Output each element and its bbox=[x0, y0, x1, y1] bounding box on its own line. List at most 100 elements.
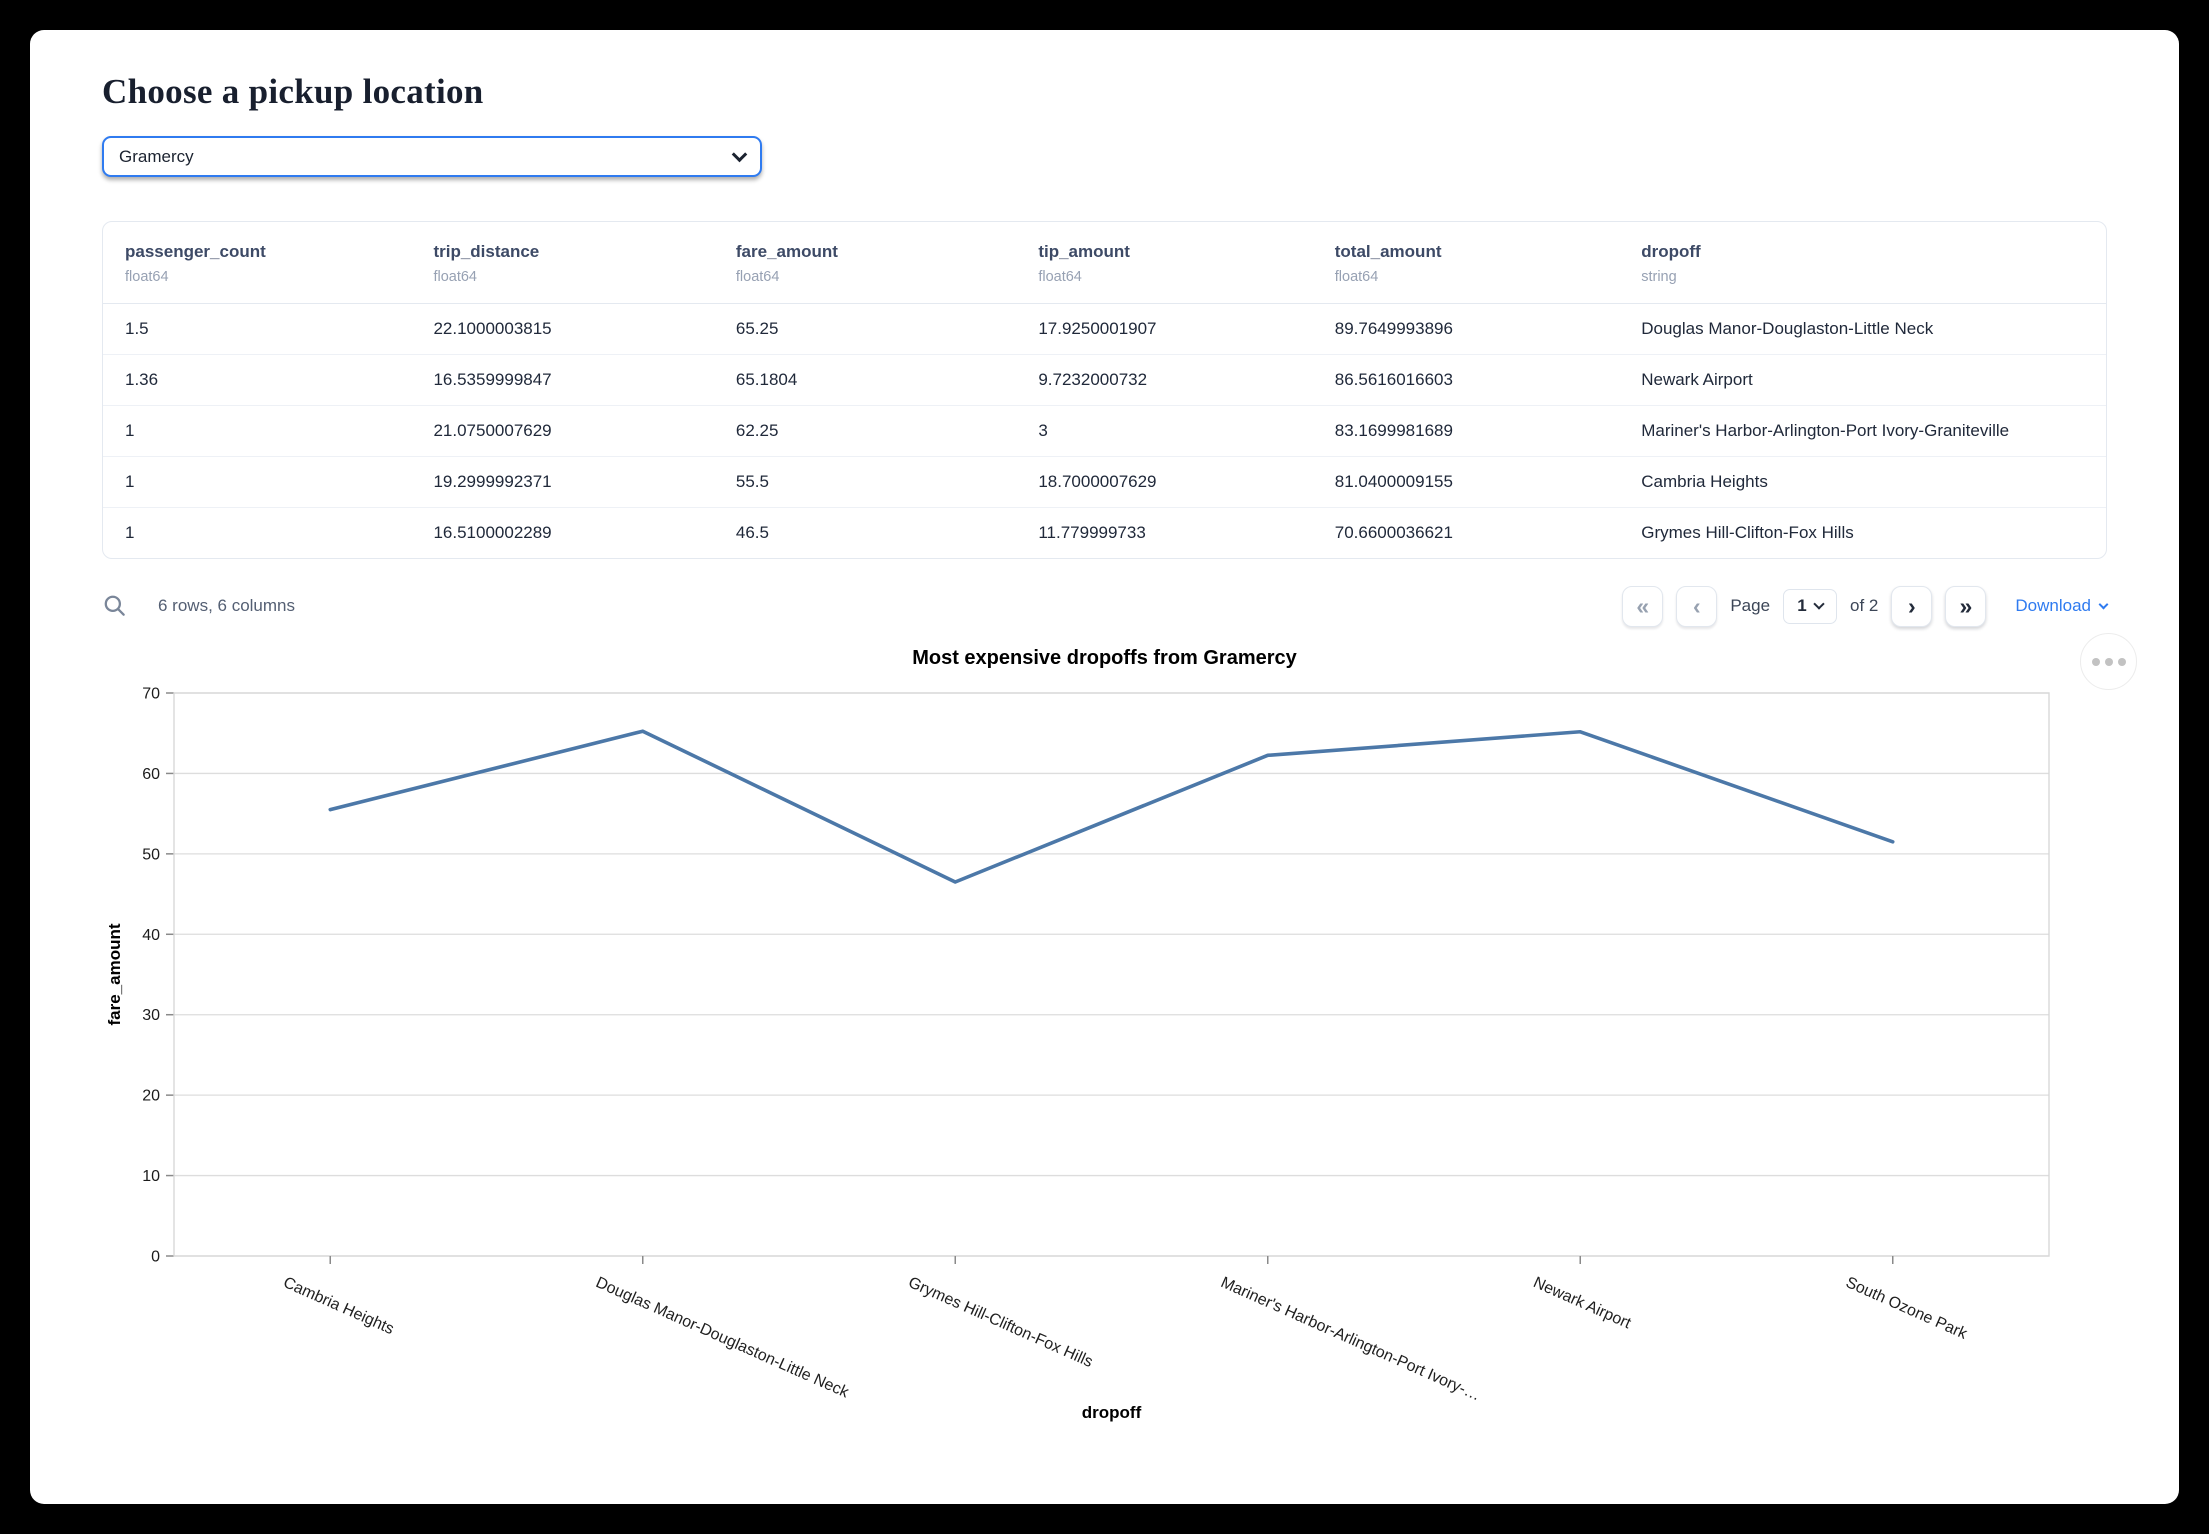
table-cell: 1.36 bbox=[103, 354, 412, 406]
table-row: 1 19.2999992371 55.5 18.7000007629 81.040000… bbox=[103, 456, 2106, 508]
x-tick-label: Grymes Hill-Clifton-Fox Hills bbox=[906, 1274, 1096, 1371]
column-name: trip_distance bbox=[433, 242, 540, 261]
table-cell: 86.5616016603 bbox=[1312, 354, 1620, 406]
column-type: float64 bbox=[433, 269, 477, 285]
chart-block: Most expensive dropoffs from Gramercy 0 1… bbox=[102, 633, 2137, 1431]
y-axis-title: fare_amount bbox=[105, 923, 124, 1025]
table-cell: 17.9250001907 bbox=[1038, 319, 1157, 338]
table-cell: 65.1804 bbox=[713, 354, 1017, 406]
first-page-button[interactable]: « bbox=[1622, 585, 1664, 627]
x-axis-title: dropoff bbox=[1082, 1403, 1142, 1422]
y-tick-label: 30 bbox=[142, 1007, 160, 1024]
page-total-label: of 2 bbox=[1850, 596, 1879, 615]
table-cell: 16.5359999847 bbox=[411, 354, 714, 406]
y-tick-label: 40 bbox=[142, 927, 160, 944]
page-label: Page bbox=[1730, 596, 1771, 615]
chevron-down-icon bbox=[2098, 599, 2109, 609]
column-name: fare_amount bbox=[735, 242, 838, 261]
page-number-value: 1 bbox=[1797, 596, 1807, 615]
y-tick-label: 50 bbox=[142, 846, 160, 863]
column-header: passenger_count float64 bbox=[103, 222, 411, 304]
plot-frame bbox=[173, 692, 2050, 1257]
chevron-down-icon bbox=[1813, 598, 1825, 610]
pagination: « ‹ Page 1 of 2 › » Download bbox=[1622, 585, 2109, 627]
column-name: tip_amount bbox=[1038, 242, 1130, 261]
table-cell: 62.25 bbox=[713, 405, 1017, 457]
table-cell: 46.5 bbox=[713, 507, 1017, 558]
ellipsis-icon bbox=[2091, 657, 2100, 666]
column-header: total_amount float64 bbox=[1313, 222, 1619, 304]
y-tick-label: 60 bbox=[142, 766, 160, 783]
table-row: 1 16.5100002289 46.5 11.779999733 70.6600036… bbox=[103, 507, 2106, 558]
table-cell: 11.779999733 bbox=[1016, 507, 1313, 558]
x-tick-label: Newark Airport bbox=[1531, 1274, 1634, 1332]
table-cell: 19.2999992371 bbox=[411, 456, 714, 508]
table-cell: 83.1699981689 bbox=[1312, 405, 1620, 457]
column-type: float64 bbox=[1334, 269, 1379, 285]
column-name: dropoff bbox=[1641, 242, 1701, 261]
chart-line bbox=[328, 729, 1895, 884]
table-cell: Douglas Manor-Douglaston-Little Neck bbox=[1641, 319, 1934, 338]
app-card: Choose a pickup location Gramercy passen… bbox=[30, 30, 2179, 1504]
y-tick-label: 10 bbox=[142, 1168, 160, 1185]
table-cell: 3 bbox=[1016, 405, 1313, 457]
table-cell: Grymes Hill-Clifton-Fox Hills bbox=[1619, 507, 2106, 558]
column-header: fare_amount float64 bbox=[714, 222, 1016, 304]
search-icon[interactable] bbox=[102, 593, 128, 619]
table-cell: 55.5 bbox=[713, 456, 1017, 508]
table-footer: 6 rows, 6 columns « ‹ Page 1 of 2 › » Do… bbox=[102, 583, 2109, 629]
column-type: float64 bbox=[735, 269, 780, 285]
y-tick-label: 0 bbox=[151, 1249, 160, 1266]
table-cell: 70.6600036621 bbox=[1312, 507, 1620, 558]
table-cell: Newark Airport bbox=[1619, 354, 2106, 406]
column-name: passenger_count bbox=[125, 242, 266, 261]
table-cell: 1 bbox=[103, 507, 412, 558]
table-row: 1.5 22.1000003815 65.25 17.9250001907 89.764… bbox=[103, 304, 2106, 355]
x-tick-label: Mariner's Harbor-Arlington-Port Ivory-… bbox=[1218, 1274, 1483, 1404]
x-tick-label: Douglas Manor-Douglaston-Little Neck bbox=[593, 1274, 852, 1402]
table-cell: 81.0400009155 bbox=[1312, 456, 1620, 508]
pickup-location-select[interactable]: Gramercy bbox=[102, 136, 762, 177]
column-header: trip_distance float64 bbox=[411, 222, 713, 304]
y-tick-label: 20 bbox=[142, 1088, 160, 1105]
table-cell: 18.7000007629 bbox=[1016, 456, 1313, 508]
page-title: Choose a pickup location bbox=[102, 72, 484, 111]
table-cell: 65.25 bbox=[735, 319, 779, 338]
table-cell: 1 bbox=[103, 405, 412, 457]
table-cell: 1 bbox=[103, 456, 412, 508]
row-column-summary: 6 rows, 6 columns bbox=[158, 596, 295, 615]
column-header: tip_amount float64 bbox=[1016, 222, 1312, 304]
download-button[interactable]: Download bbox=[2015, 596, 2109, 616]
ellipsis-icon bbox=[2104, 657, 2113, 666]
column-type: float64 bbox=[1038, 269, 1082, 285]
table-cell: 22.1000003815 bbox=[433, 319, 552, 338]
table-cell: 16.5100002289 bbox=[411, 507, 714, 558]
y-tick-label: 70 bbox=[142, 686, 160, 703]
chart-title: Most expensive dropoffs from Gramercy bbox=[912, 647, 1297, 669]
prev-page-button[interactable]: ‹ bbox=[1676, 585, 1718, 627]
table-body: 1.5 22.1000003815 65.25 17.9250001907 89.764… bbox=[103, 304, 2106, 558]
pickup-select-wrap: Gramercy bbox=[102, 136, 762, 177]
ellipsis-icon bbox=[2117, 657, 2126, 666]
table-row: 1 21.0750007629 62.25 3 83.1699981689 Mariner… bbox=[103, 405, 2106, 457]
table-cell: 89.7649993896 bbox=[1334, 319, 1453, 338]
table-row: 1.36 16.5359999847 65.1804 9.7232000732 86.5… bbox=[103, 354, 2106, 406]
table-cell: Cambria Heights bbox=[1619, 456, 2106, 508]
column-name: total_amount bbox=[1334, 242, 1442, 261]
x-tick-label: South Ozone Park bbox=[1843, 1274, 1970, 1343]
last-page-button[interactable]: » bbox=[1945, 585, 1987, 627]
column-type: string bbox=[1641, 269, 1677, 285]
column-type: float64 bbox=[125, 269, 169, 285]
chart-menu-button[interactable] bbox=[2080, 633, 2137, 690]
x-tick-label: Cambria Heights bbox=[281, 1274, 397, 1338]
next-page-button[interactable]: › bbox=[1891, 585, 1933, 627]
line-chart: 0 10 20 30 40 50 60 70 Cambria Heights Douglas Ma… bbox=[105, 686, 2050, 1422]
download-label: Download bbox=[2015, 596, 2091, 615]
table-cell: 21.0750007629 bbox=[411, 405, 714, 457]
page-number-select[interactable]: 1 bbox=[1783, 588, 1838, 624]
table-cell: Mariner's Harbor-Arlington-Port Ivory-Gr… bbox=[1619, 405, 2106, 457]
